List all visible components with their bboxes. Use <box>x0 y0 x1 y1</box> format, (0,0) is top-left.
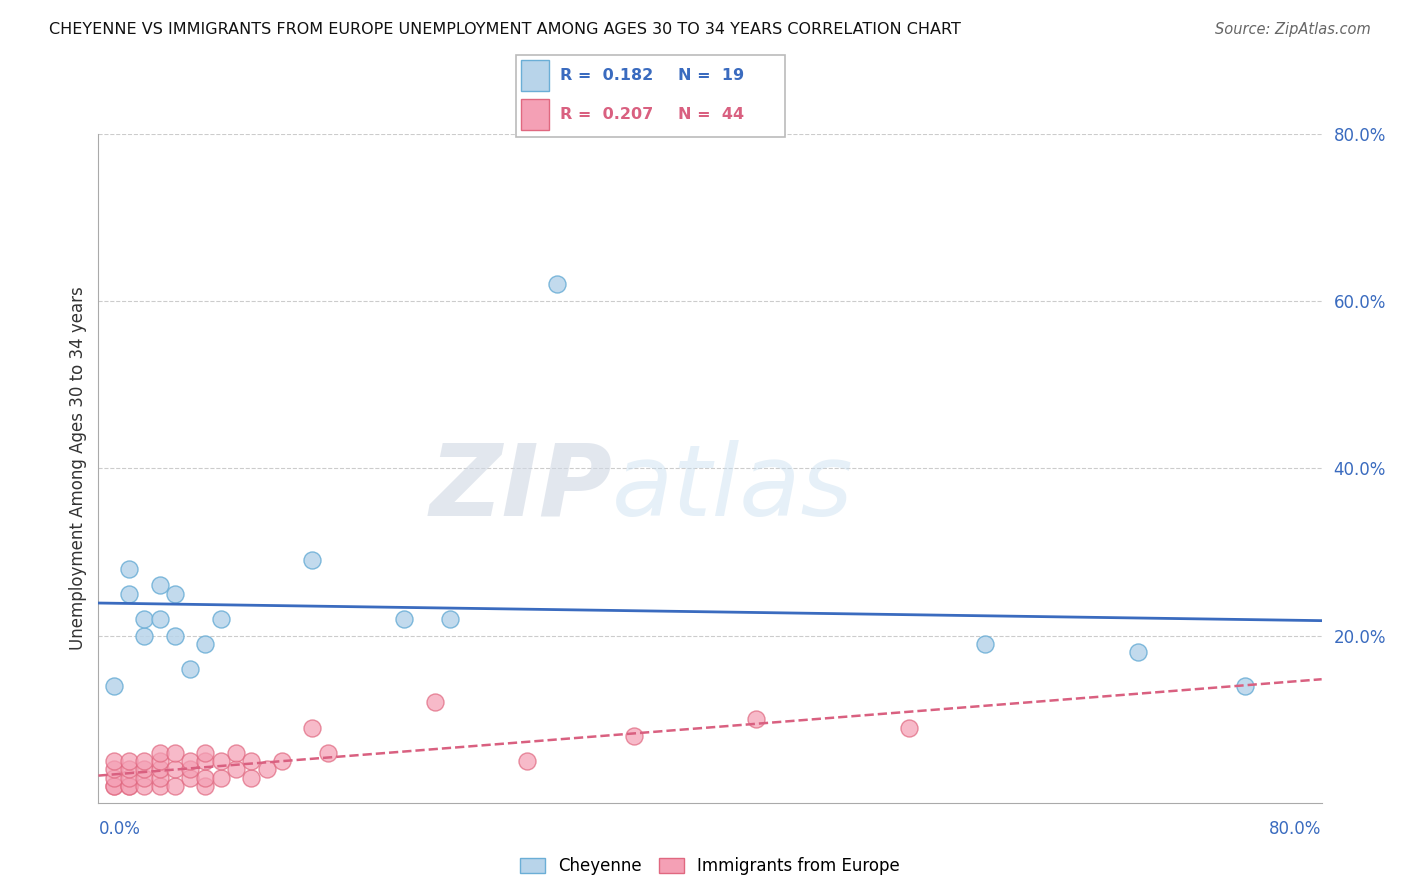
Point <box>179 754 201 768</box>
Point <box>301 721 323 735</box>
Point <box>118 587 141 601</box>
Point <box>103 779 125 793</box>
Y-axis label: Unemployment Among Ages 30 to 34 years: Unemployment Among Ages 30 to 34 years <box>69 286 87 650</box>
Point <box>1234 679 1257 693</box>
Point <box>745 712 768 726</box>
Point <box>516 754 538 768</box>
Point <box>134 754 156 768</box>
Point <box>194 771 217 785</box>
Point <box>134 612 156 626</box>
Bar <box>522 99 548 130</box>
Point <box>134 628 156 642</box>
Text: 80.0%: 80.0% <box>1270 820 1322 838</box>
Point <box>149 754 172 768</box>
Point <box>301 553 323 567</box>
Point <box>209 612 232 626</box>
Text: R =  0.182: R = 0.182 <box>560 68 652 83</box>
Point <box>316 746 339 760</box>
Point <box>118 779 141 793</box>
Point <box>392 612 416 626</box>
Point <box>256 762 278 776</box>
FancyBboxPatch shape <box>516 55 785 136</box>
Text: R =  0.207: R = 0.207 <box>560 107 652 122</box>
Point <box>134 779 156 793</box>
Point <box>149 779 172 793</box>
Legend: Cheyenne, Immigrants from Europe: Cheyenne, Immigrants from Europe <box>513 850 907 881</box>
Point <box>163 779 186 793</box>
Point <box>103 762 125 776</box>
Point <box>194 637 217 651</box>
Point <box>134 771 156 785</box>
Point <box>163 762 186 776</box>
Point <box>225 762 247 776</box>
Point <box>103 754 125 768</box>
Point <box>149 612 172 626</box>
Point <box>163 746 186 760</box>
Point <box>149 762 172 776</box>
Point <box>623 729 645 743</box>
Point <box>1128 645 1150 659</box>
Point <box>209 754 232 768</box>
Point <box>118 779 141 793</box>
Point <box>149 578 172 592</box>
Point <box>179 771 201 785</box>
Point <box>439 612 461 626</box>
Point <box>149 746 172 760</box>
Point <box>118 762 141 776</box>
Text: ZIP: ZIP <box>429 440 612 537</box>
Point <box>118 771 141 785</box>
Point <box>546 277 568 292</box>
Point <box>194 746 217 760</box>
Text: 0.0%: 0.0% <box>98 820 141 838</box>
Point <box>209 771 232 785</box>
Bar <box>522 61 548 91</box>
Point <box>118 562 141 576</box>
Text: atlas: atlas <box>612 440 853 537</box>
Point <box>163 587 186 601</box>
Point <box>974 637 997 651</box>
Point <box>163 628 186 642</box>
Point <box>240 754 263 768</box>
Point <box>225 746 247 760</box>
Text: CHEYENNE VS IMMIGRANTS FROM EUROPE UNEMPLOYMENT AMONG AGES 30 TO 34 YEARS CORREL: CHEYENNE VS IMMIGRANTS FROM EUROPE UNEMP… <box>49 22 962 37</box>
Point <box>103 679 125 693</box>
Point <box>897 721 920 735</box>
Point <box>103 779 125 793</box>
Point <box>179 762 201 776</box>
Point <box>194 754 217 768</box>
Point <box>149 771 172 785</box>
Point <box>240 771 263 785</box>
Point <box>270 754 292 768</box>
Text: N =  19: N = 19 <box>678 68 744 83</box>
Text: N =  44: N = 44 <box>678 107 744 122</box>
Point <box>194 779 217 793</box>
Point <box>179 662 201 676</box>
Point <box>134 762 156 776</box>
Point <box>103 771 125 785</box>
Text: Source: ZipAtlas.com: Source: ZipAtlas.com <box>1215 22 1371 37</box>
Point <box>118 754 141 768</box>
Point <box>423 696 446 710</box>
